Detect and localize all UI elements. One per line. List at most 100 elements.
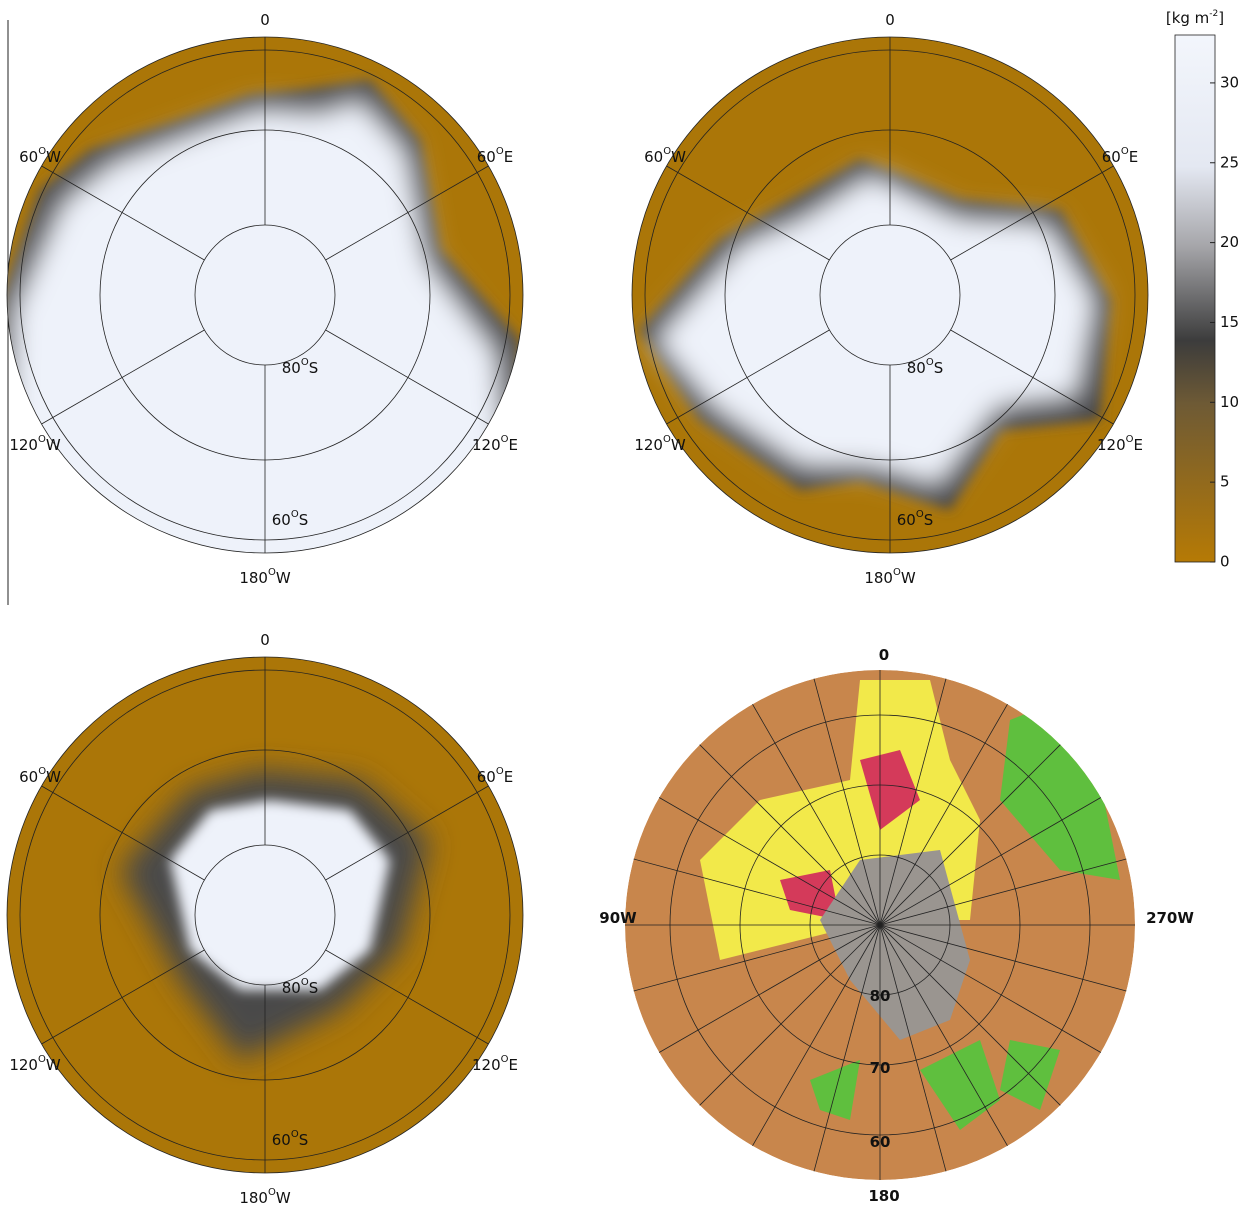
label-part: O [301,357,309,368]
meridian [666,165,830,261]
map-label: 60OE [477,146,513,166]
label-part: W [46,436,61,454]
colorbar-tick-label: 15 [1220,313,1239,331]
meridian [879,858,1127,926]
label-part: 0 [260,11,270,29]
map-label: 0 [260,11,270,29]
map-label: 0 [885,11,895,29]
label-part: W [46,768,61,786]
map-label: 0 [879,646,889,664]
map-label: 70 [870,1059,891,1077]
meridian [41,329,205,425]
map-label: 60OE [477,766,513,786]
meridian [950,329,1114,425]
colorbar-tick-label: 25 [1220,153,1239,171]
unit-part: -2 [1209,9,1218,19]
map-panel [632,37,1148,553]
label-part: 180 [868,1187,899,1205]
label-part: S [924,511,934,529]
label-part: 60 [644,148,663,166]
label-part: O [893,567,901,578]
label-part: E [504,148,513,166]
label-part: 60 [477,148,496,166]
meridian [950,165,1114,261]
label-part: 60 [1102,148,1121,166]
meridian [699,744,881,926]
label-part: 120 [9,436,38,454]
label-part: 80 [282,359,301,377]
map-label: 180OW [239,1187,291,1205]
label-part: 270W [1146,909,1194,927]
label-part: E [504,768,513,786]
colorbar-tick-label: 10 [1220,393,1239,411]
label-part: 60 [272,511,291,529]
label-part: S [299,1131,309,1149]
label-part: O [268,1187,276,1198]
label-part: W [901,569,916,587]
label-part: 120 [9,1056,38,1074]
label-part: 0 [260,631,270,649]
meridian [41,949,205,1045]
label-part: 120 [634,436,663,454]
map-label: 60OS [272,1129,309,1149]
label-part: W [276,569,291,587]
map-label: 270W [1146,909,1194,927]
label-part: W [276,1189,291,1206]
label-part: O [496,146,504,157]
map-label: 60OE [1102,146,1138,166]
label-part: O [38,1054,46,1065]
label-part: O [291,1129,299,1140]
label-part: O [38,766,46,777]
meridian [325,949,489,1045]
map-label: 80OS [282,977,319,997]
map-label: 120OW [634,434,686,454]
label-part: 80 [870,987,891,1005]
label-part: 120 [1097,436,1126,454]
label-part: O [496,766,504,777]
label-part: S [309,979,319,997]
label-part: W [671,436,686,454]
meridian [879,703,1008,926]
map-label: 120OE [472,434,518,454]
colorbar-tick-label: 5 [1220,473,1230,491]
map-label: 90W [599,909,637,927]
meridian [813,678,881,926]
map-label: 0 [260,631,270,649]
map-panel [7,657,523,1173]
map-label: 120OW [9,434,61,454]
map-label: 120OE [1097,434,1143,454]
label-part: 180 [239,569,268,587]
meridian [879,924,947,1172]
meridian [633,858,881,926]
colorbar [1174,34,1216,563]
meridian [658,797,881,926]
label-part: W [46,1056,61,1074]
label-part: 80 [907,359,926,377]
label-part: O [916,509,924,520]
map-panel [7,37,523,553]
map-label: 180OW [864,567,916,587]
map-label: 60OW [644,146,686,166]
meridian [699,924,881,1106]
meridian [41,165,205,261]
colorbar-tick-label: 30 [1220,73,1239,91]
meridian [879,924,1127,992]
meridian [879,924,1102,1053]
map-label: 120OW [9,1054,61,1074]
meridian [41,785,205,881]
meridian [879,797,1102,926]
label-part: O [38,434,46,445]
label-part: O [926,357,934,368]
label-part: O [301,977,309,988]
label-part: 60 [272,1131,291,1149]
map-label: 60OS [897,509,934,529]
meridian [325,785,489,881]
meridian [879,924,1061,1106]
meridian [633,924,881,992]
map-label: 60OS [272,509,309,529]
map-label: 60OW [19,766,61,786]
label-part: O [501,434,509,445]
map-label: 180OW [239,567,291,587]
